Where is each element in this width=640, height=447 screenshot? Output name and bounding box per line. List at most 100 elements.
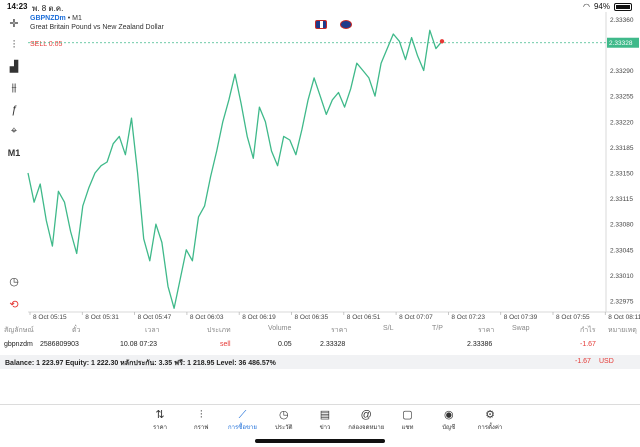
clock-time: 14:23 [7,2,28,11]
last-price-dot [439,39,445,44]
y-tick-label: 2.33255 [610,94,634,101]
symbol-description: Great Britain Pound vs New Zealand Dolla… [30,24,164,31]
settings-icon: ⚙ [485,409,495,421]
column-header-type[interactable]: ประเภท [207,327,231,334]
tab-settings[interactable]: ⚙ การตั้งค่า [470,406,510,436]
gb-flag-icon [315,20,327,29]
column-header-volume[interactable]: Volume [268,325,292,332]
tab-mailbox[interactable]: @ กล่องจดหมาย [346,406,386,436]
tab-label: กล่องจดหมาย [348,425,385,431]
column-header-profit[interactable]: กำไร [580,327,596,334]
tab-trade[interactable]: ⟋ การซื้อขาย [223,406,263,436]
tab-label: บัญชี [442,425,456,431]
cell-volume: 0.05 [278,341,292,348]
tab-quotes[interactable]: ⇅ ราคา [140,406,180,436]
tab-chart[interactable]: ⫶ กราฟ [181,406,221,436]
tab-label: การตั้งค่า [477,425,503,431]
crosshair-icon[interactable]: ✛ [9,18,19,30]
symbol-code[interactable]: GBPNZDm [30,15,66,22]
x-tick-label: 8 Oct 05:47 [137,314,172,321]
timeframe-button[interactable]: M1 [7,148,21,158]
battery-icon [614,2,632,11]
history-icon: ◷ [278,409,289,421]
chart-toolbar: ✛ ⫶ ▟ ⫵ ƒ ⌖ M1 ◷ ⟲ [0,14,28,314]
chart-icon: ⫶ [199,409,203,421]
x-tick-label: 8 Oct 06:51 [346,314,381,321]
tab-history[interactable]: ◷ ประวัติ [264,406,304,436]
account-icon: ◉ [443,409,454,421]
cell-ticket: 2586809903 [40,341,79,348]
column-header-time[interactable]: เวลา [145,327,160,334]
x-tick-label: 8 Oct 06:35 [294,314,329,321]
column-header-sl[interactable]: S/L [383,325,394,332]
indicators-icon[interactable]: ⫵ [11,82,17,94]
battery-percent: 94% [593,2,610,11]
quotes-icon: ⇅ [155,409,165,421]
status-bar: 14:23 พ. 8 ต.ค. ◠ 94% [0,0,640,14]
bottom-tab-bar: ⇅ ราคา ⫶ กราฟ ⟋ การซื้อขาย ◷ ประวัติ ▤ ข่าว @ กล่อง… [140,406,510,436]
x-tick-label: 8 Oct 08:11 [608,314,640,321]
chat-icon: ▢ [402,409,413,421]
x-tick-label: 8 Oct 06:03 [189,314,224,321]
tab-label: แชท [401,425,414,431]
column-header-comment[interactable]: หมายเหตุ [608,327,637,334]
cell-time: 10.08 07:23 [120,341,157,348]
y-tick-label: 2.33185 [610,145,634,152]
y-tick-label: 2.33115 [610,196,633,203]
total-profit: -1.67 [575,358,591,365]
price-chart[interactable]: 2.333602.333252.332902.332552.332202.331… [0,0,640,330]
y-tick-label: 2.33290 [610,68,634,75]
tab-news[interactable]: ▤ ข่าว [305,406,345,436]
objects-icon[interactable]: ⌖ [10,125,18,137]
column-header-tp[interactable]: T/P [432,325,443,332]
cell-profit: -1.67 [580,341,596,348]
tab-label: การซื้อขาย [228,425,257,431]
x-tick-label: 8 Oct 05:31 [85,314,119,321]
status-date: พ. 8 ต.ค. [32,4,64,13]
y-tick-label: 2.33010 [610,273,634,280]
time-axis: 8 Oct 05:15 8 Oct 05:31 8 Oct 05:47 8 Oct 0… [0,314,640,326]
y-tick-label: 2.33150 [610,170,634,177]
balance-summary: Balance: 1 223.97 Equity: 1 222.30 หลักป… [5,360,276,367]
price-line [27,29,443,309]
sell-position-label: SELL 0.05 [30,41,63,48]
bar-chart-icon[interactable]: ▟ [9,61,19,73]
nz-flag-icon [340,20,352,29]
x-tick-label: 8 Oct 06:19 [242,314,276,321]
y-tick-label: 2.32975 [610,299,634,306]
x-tick-label: 8 Oct 07:23 [451,314,485,321]
x-tick-label: 8 Oct 07:55 [556,314,590,321]
candles-icon[interactable]: ⫶ [12,39,16,51]
trade-icon: ⟋ [238,409,247,421]
balance-bar: Balance: 1 223.97 Equity: 1 222.30 หลักป… [0,355,640,369]
cell-open-price: 2.33328 [320,341,346,348]
cell-symbol: gbpnzdm [4,341,33,348]
account-currency: USD [599,358,614,365]
positions-table-header: สัญลักษณ์ ตั๋ว เวลา ประเภท Volume ราคา S/L T/P ร… [0,325,640,336]
y-tick-label: 2.33080 [610,222,634,229]
column-header-swap[interactable]: Swap [512,325,530,332]
column-header-symbol[interactable]: สัญลักษณ์ [4,327,34,334]
column-header-open-price[interactable]: ราคา [331,327,348,334]
x-tick-label: 8 Oct 05:15 [33,314,67,321]
cell-type: sell [220,341,231,348]
current-price-tag-label: 2.33328 [609,40,633,47]
tab-chat[interactable]: ▢ แชท [388,406,428,436]
symbol-header: GBPNZDm • M1 [30,15,82,22]
symbol-timeframe: M1 [72,15,82,22]
clock-icon[interactable]: ◷ [9,276,19,288]
x-tick-label: 8 Oct 07:39 [503,314,538,321]
y-tick-label: 2.33220 [610,119,634,126]
column-header-current-price[interactable]: ราคา [478,327,495,334]
trade-icon[interactable]: ⟲ [9,299,19,311]
home-indicator [255,439,385,443]
tab-label: ข่าว [319,425,331,431]
mailbox-icon: @ [360,409,372,421]
table-row[interactable]: gbpnzdm 2586809903 10.08 07:23 sell 0.05 2.33… [0,341,640,353]
news-icon: ▤ [319,409,331,421]
cell-current-price: 2.33386 [467,341,493,348]
tab-account[interactable]: ◉ บัญชี [429,406,469,436]
function-icon[interactable]: ƒ [10,104,18,116]
column-header-ticket[interactable]: ตั๋ว [72,327,81,334]
tab-label: ราคา [153,425,167,431]
